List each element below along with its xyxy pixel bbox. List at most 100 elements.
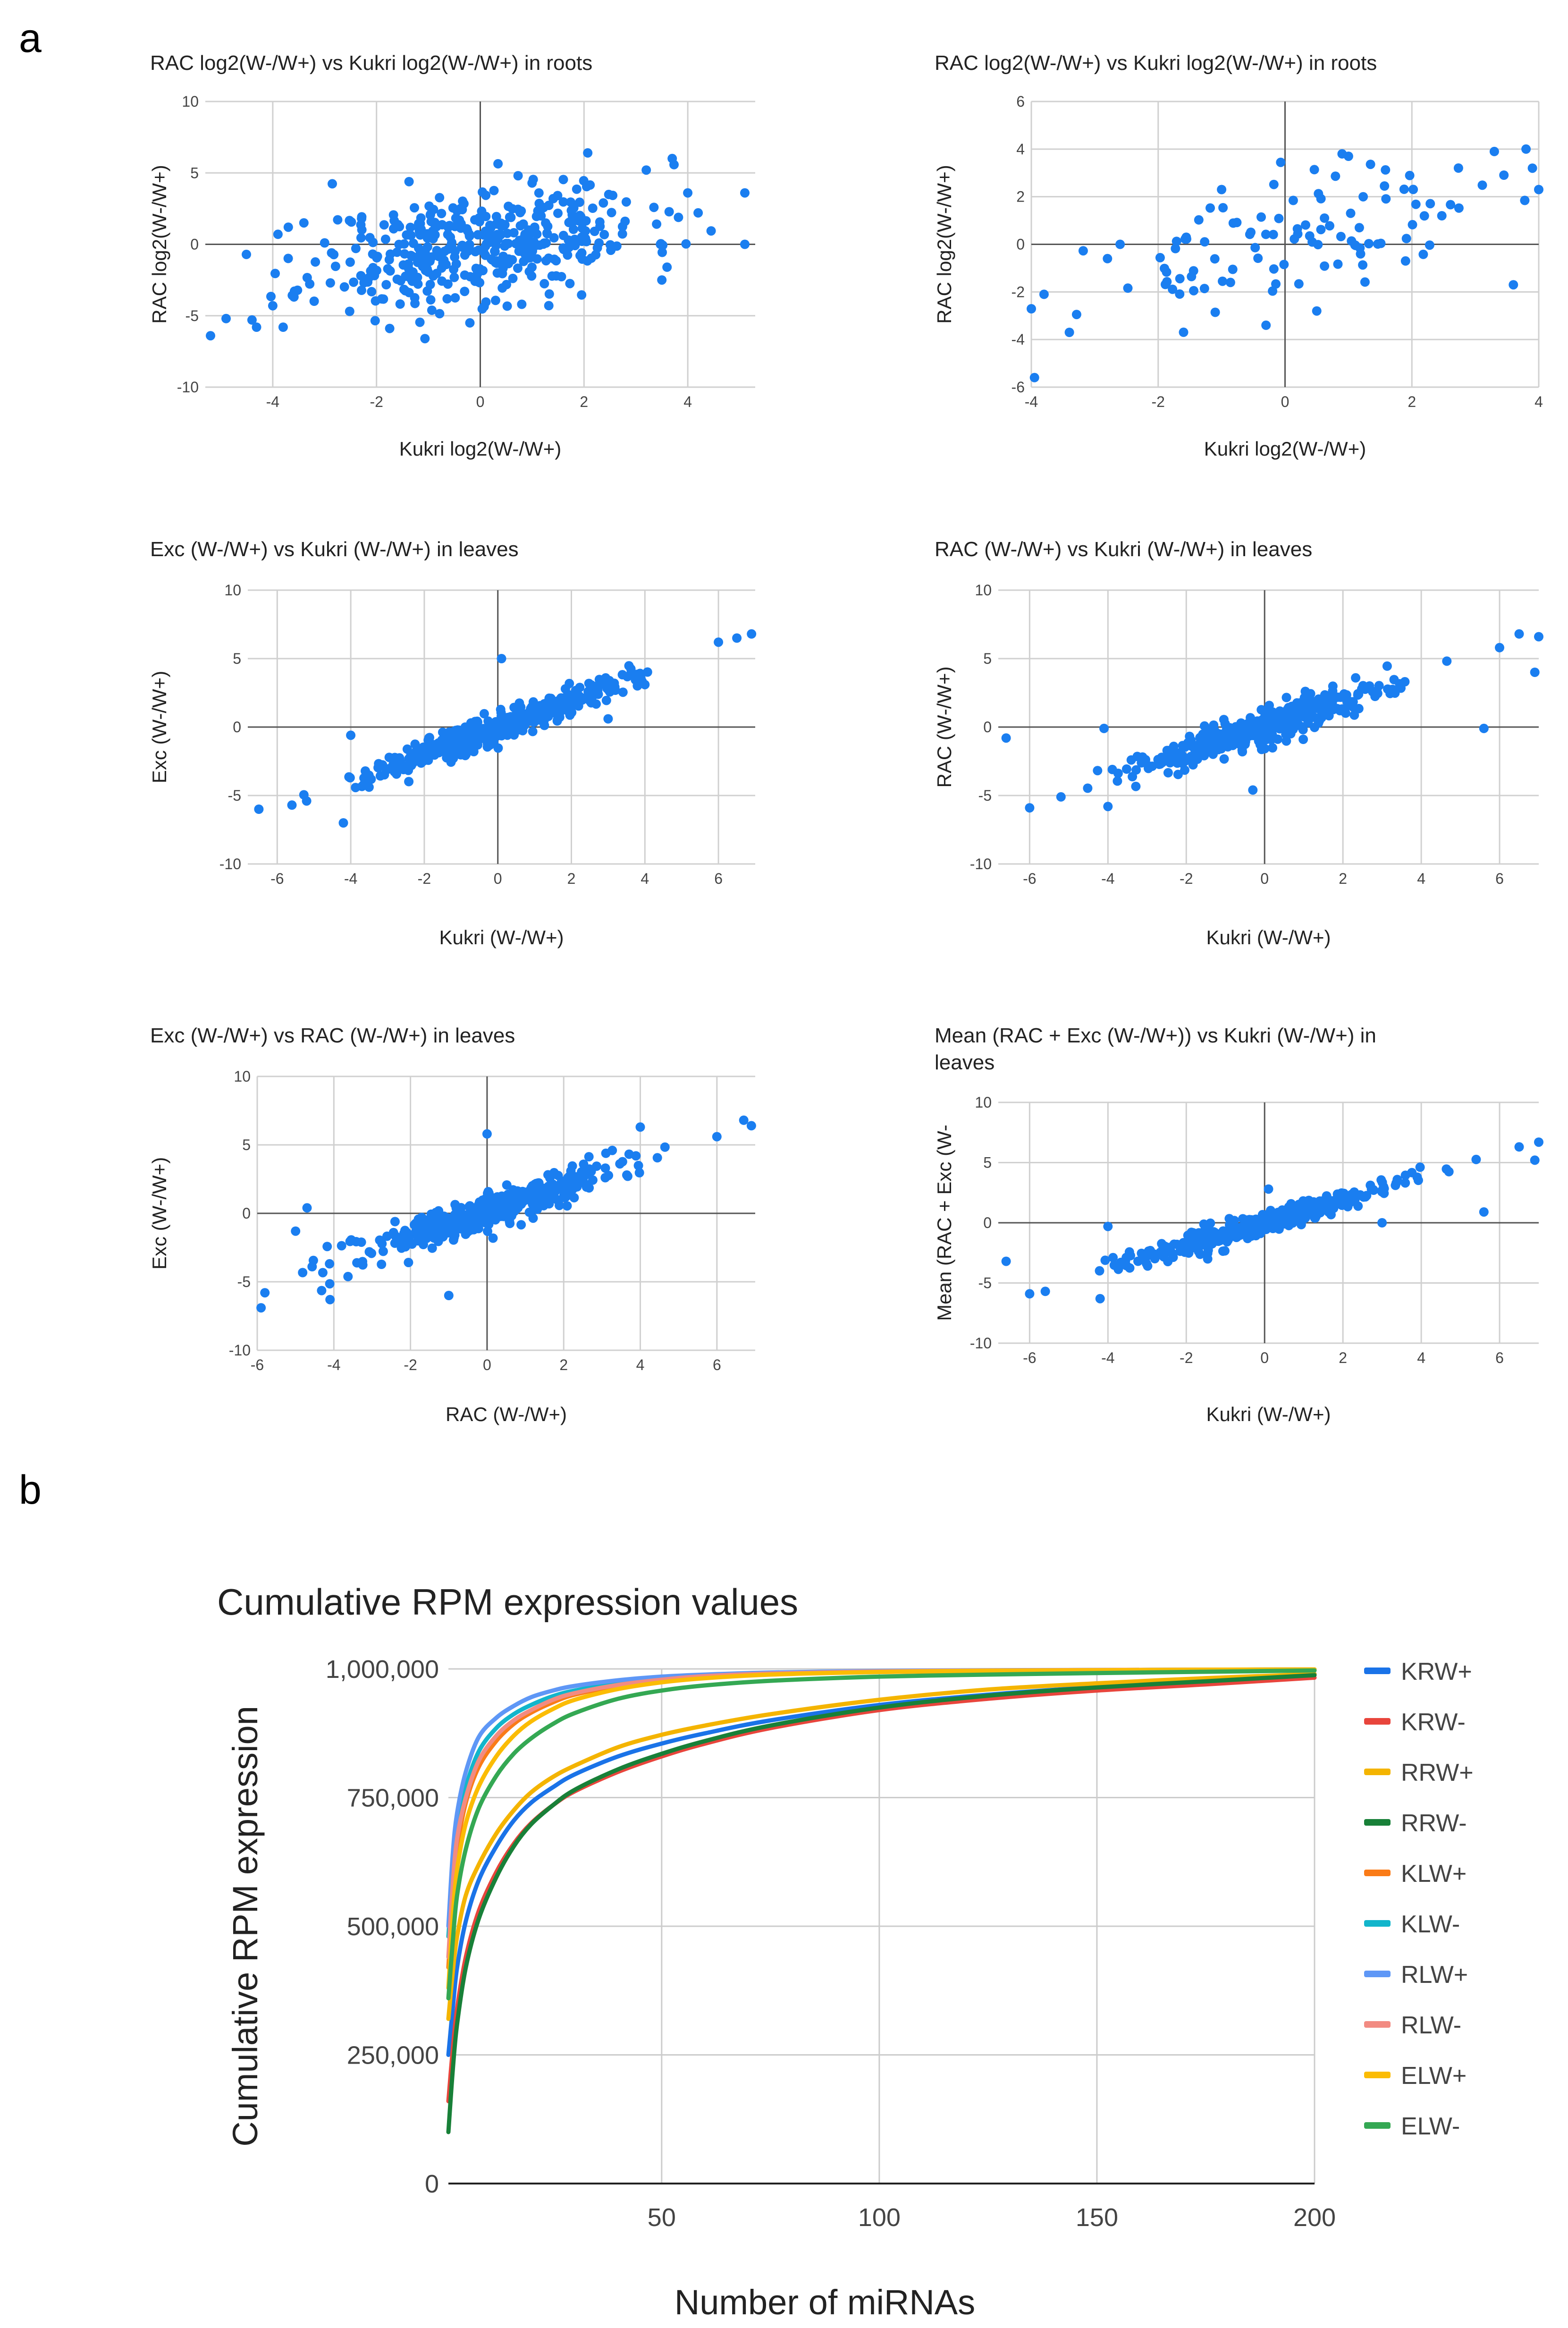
data-point bbox=[455, 736, 464, 745]
data-point bbox=[322, 1242, 332, 1252]
data-point bbox=[581, 1179, 590, 1189]
data-point bbox=[635, 1122, 645, 1132]
data-point bbox=[505, 212, 514, 222]
data-point bbox=[1288, 1212, 1298, 1222]
y-tick-label: 0 bbox=[983, 719, 992, 736]
data-point bbox=[1290, 234, 1299, 244]
data-point bbox=[366, 266, 376, 276]
legend-swatch-rlwplus bbox=[1364, 1971, 1391, 1977]
panel-label-a: a bbox=[19, 16, 42, 61]
data-point bbox=[266, 292, 276, 301]
data-point bbox=[1099, 723, 1109, 733]
data-point bbox=[377, 1260, 387, 1269]
data-point bbox=[493, 743, 503, 753]
data-point bbox=[632, 669, 641, 679]
data-point bbox=[566, 1186, 576, 1196]
x-tick-label: 4 bbox=[1534, 393, 1543, 410]
y-tick-label: 0 bbox=[425, 2170, 439, 2198]
data-point bbox=[420, 334, 430, 344]
data-point bbox=[571, 1178, 581, 1188]
x-axis-label-a1: Kukri log2(W-/W+) bbox=[399, 438, 561, 460]
data-point bbox=[500, 721, 510, 731]
data-point bbox=[1150, 1254, 1160, 1263]
data-point bbox=[1219, 754, 1229, 764]
chart-title-a6: Mean (RAC + Exc (W-/W+)) vs Kukri (W-/W+… bbox=[935, 1024, 1376, 1047]
x-tick-label: 2 bbox=[1408, 393, 1416, 410]
data-point bbox=[1208, 1234, 1218, 1244]
x-tick-label: 2 bbox=[1339, 1349, 1347, 1366]
data-point bbox=[539, 203, 548, 212]
data-point bbox=[1157, 758, 1167, 768]
data-point bbox=[420, 246, 430, 256]
data-point bbox=[385, 266, 395, 276]
y-axis-label-a6: Mean (RAC + Exc (W- bbox=[933, 1125, 955, 1321]
data-point bbox=[404, 264, 413, 274]
data-point bbox=[1527, 163, 1537, 173]
data-point bbox=[1158, 1243, 1168, 1253]
data-point bbox=[1143, 1251, 1153, 1261]
data-point bbox=[486, 223, 496, 233]
data-point bbox=[380, 234, 390, 244]
y-tick-label: 5 bbox=[242, 1136, 251, 1153]
data-point bbox=[1222, 726, 1231, 736]
data-point bbox=[1187, 1227, 1197, 1237]
data-point bbox=[621, 197, 631, 207]
data-point bbox=[1189, 286, 1198, 296]
data-point bbox=[337, 1241, 346, 1251]
data-point bbox=[1064, 328, 1074, 337]
data-point bbox=[607, 208, 616, 218]
data-point bbox=[1307, 237, 1317, 247]
y-axis-label-a3: Exc (W-/W+) bbox=[148, 671, 170, 783]
data-point bbox=[416, 213, 426, 223]
data-point bbox=[520, 232, 530, 242]
data-point bbox=[356, 220, 366, 230]
data-point bbox=[443, 1213, 453, 1223]
data-point bbox=[1316, 225, 1326, 235]
x-tick-label: -2 bbox=[1180, 1349, 1193, 1366]
data-point bbox=[1262, 706, 1272, 716]
data-point bbox=[565, 678, 574, 688]
data-point bbox=[345, 216, 354, 226]
data-points-a4 bbox=[1001, 629, 1543, 813]
x-tick-label: 2 bbox=[580, 393, 588, 410]
data-point bbox=[1454, 203, 1464, 213]
data-point bbox=[1405, 170, 1415, 180]
x-tick-label: -6 bbox=[1023, 1349, 1036, 1366]
data-point bbox=[1408, 220, 1417, 229]
data-point bbox=[309, 296, 319, 306]
data-point bbox=[548, 1179, 558, 1189]
data-point bbox=[1179, 755, 1189, 765]
scatter-chart-a6: Mean (RAC + Exc (W-/W+)) vs Kukri (W-/W+… bbox=[933, 1024, 1543, 1425]
y-tick-label: 10 bbox=[975, 1094, 992, 1111]
data-point bbox=[1479, 1207, 1489, 1217]
data-point bbox=[1261, 320, 1271, 330]
scatter-chart-a4: RAC (W-/W+) vs Kukri (W-/W+) in leaves -6… bbox=[933, 538, 1543, 948]
data-point bbox=[565, 279, 575, 288]
data-point bbox=[577, 290, 587, 300]
data-point bbox=[1128, 772, 1138, 781]
data-point bbox=[1199, 751, 1209, 761]
data-point bbox=[1103, 254, 1113, 263]
data-point bbox=[1401, 234, 1411, 244]
data-point bbox=[1180, 1247, 1190, 1257]
data-point bbox=[1268, 286, 1278, 296]
data-point bbox=[511, 239, 521, 249]
data-point bbox=[1269, 716, 1279, 725]
data-point bbox=[1001, 1256, 1011, 1266]
data-point bbox=[537, 1199, 547, 1209]
y-tick-label: 0 bbox=[1016, 236, 1025, 253]
data-point bbox=[1218, 1246, 1228, 1256]
data-point bbox=[1530, 1155, 1540, 1165]
data-point bbox=[1320, 261, 1330, 271]
data-point bbox=[344, 772, 354, 782]
y-tick-label: 5 bbox=[983, 1154, 992, 1171]
data-point bbox=[302, 796, 312, 806]
data-point bbox=[558, 197, 568, 207]
x-tick-label: -4 bbox=[344, 870, 357, 887]
data-point bbox=[674, 212, 683, 222]
data-point bbox=[513, 171, 523, 181]
data-point bbox=[1210, 254, 1220, 264]
data-point bbox=[1095, 1294, 1105, 1304]
legend-swatch-krwminus bbox=[1364, 1718, 1391, 1725]
